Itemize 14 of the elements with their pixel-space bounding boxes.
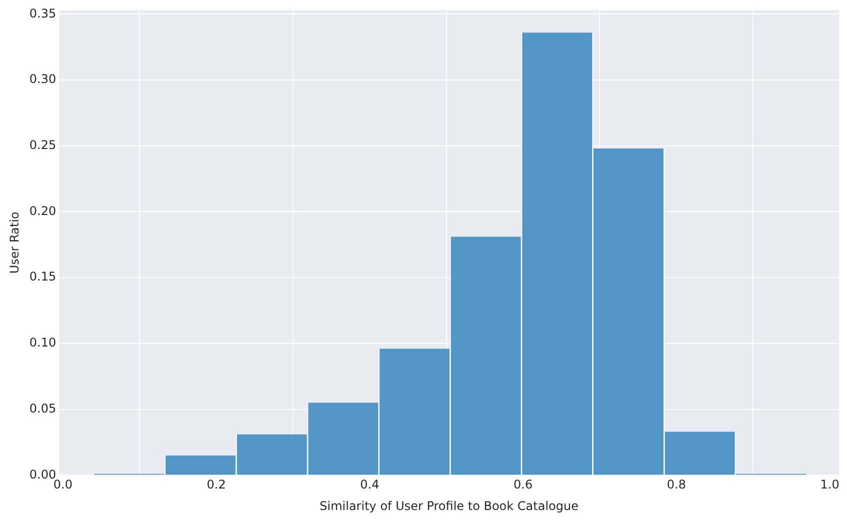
x-tick-label: 1.0 — [820, 478, 840, 492]
y-tick-label: 0.25 — [29, 138, 56, 152]
x-axis-title: Similarity of User Profile to Book Catalogue — [320, 498, 578, 513]
x-tick-label: 0.4 — [360, 478, 380, 492]
y-tick-label: 0.20 — [29, 204, 56, 218]
x-tick-label: 0.8 — [666, 478, 686, 492]
y-tick-label: 0.35 — [29, 6, 56, 20]
y-axis-title: User Ratio — [7, 212, 22, 274]
y-tick-label: 0.05 — [29, 401, 56, 416]
y-tick-label: 0.10 — [29, 336, 56, 350]
y-tick-label: 0.30 — [29, 72, 56, 86]
x-tick-label: 0.6 — [514, 478, 533, 492]
x-tick-label: 0.2 — [206, 478, 226, 492]
y-tick-label: 0.15 — [29, 270, 56, 284]
